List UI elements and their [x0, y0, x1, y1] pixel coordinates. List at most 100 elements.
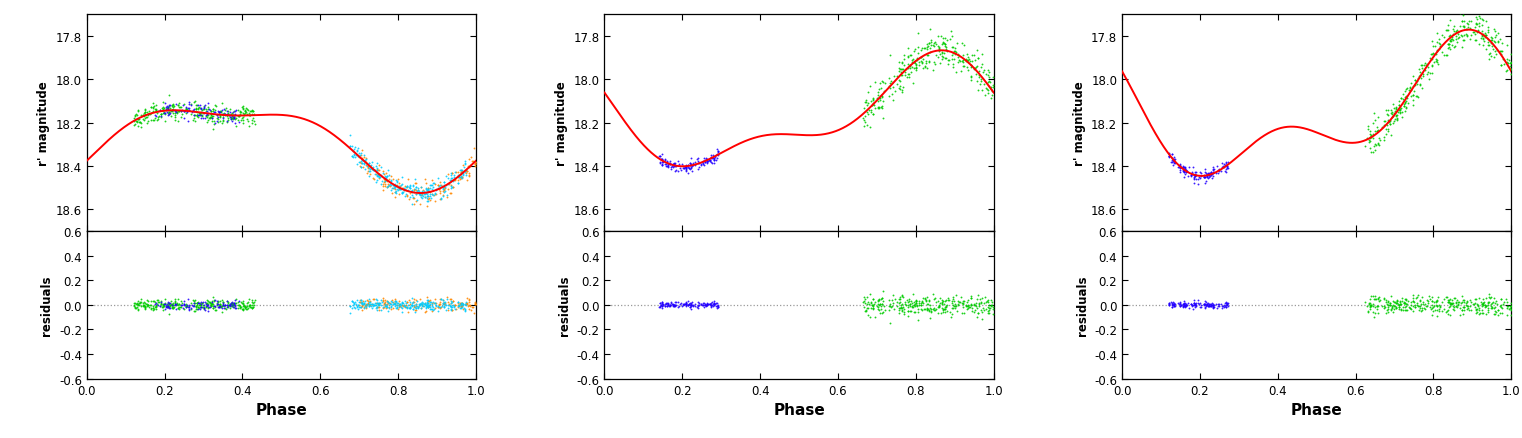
- Point: [1449, 307, 1473, 314]
- Point: [974, 85, 998, 92]
- Point: [174, 106, 198, 113]
- Point: [977, 305, 1001, 312]
- Point: [149, 304, 174, 311]
- Point: [938, 36, 962, 43]
- Point: [1467, 307, 1492, 314]
- Point: [1172, 168, 1196, 175]
- Point: [192, 305, 216, 312]
- Point: [647, 304, 671, 311]
- Point: [1391, 300, 1415, 307]
- Point: [1414, 301, 1438, 308]
- Point: [349, 158, 373, 165]
- Point: [438, 182, 463, 189]
- Point: [1370, 303, 1394, 310]
- Point: [399, 201, 423, 208]
- Point: [887, 296, 912, 303]
- Point: [353, 302, 377, 309]
- Point: [1499, 306, 1522, 313]
- Point: [227, 110, 251, 117]
- Point: [364, 296, 388, 303]
- Point: [868, 302, 892, 309]
- Point: [977, 69, 1001, 76]
- Point: [1192, 172, 1216, 179]
- Point: [230, 300, 254, 307]
- Point: [416, 304, 440, 311]
- Point: [1374, 301, 1399, 308]
- Point: [192, 110, 216, 117]
- Point: [209, 114, 233, 121]
- Point: [956, 54, 980, 61]
- Point: [449, 174, 473, 181]
- Point: [1201, 304, 1225, 311]
- Point: [948, 299, 973, 306]
- Point: [364, 171, 388, 178]
- Point: [674, 300, 699, 307]
- Point: [863, 314, 887, 321]
- Point: [215, 298, 239, 305]
- Point: [352, 159, 376, 166]
- Point: [887, 294, 912, 301]
- Point: [219, 113, 244, 120]
- Point: [154, 107, 178, 114]
- Point: [222, 116, 247, 123]
- Point: [428, 187, 452, 194]
- Point: [1388, 105, 1412, 112]
- Point: [665, 168, 689, 175]
- Point: [1157, 300, 1181, 307]
- Point: [1215, 301, 1239, 308]
- Point: [240, 109, 265, 116]
- Point: [131, 303, 155, 310]
- Point: [677, 166, 702, 173]
- Point: [970, 309, 994, 316]
- Point: [1403, 77, 1428, 84]
- Point: [1485, 301, 1510, 308]
- Point: [233, 108, 257, 115]
- Point: [1374, 307, 1399, 314]
- Point: [945, 297, 970, 304]
- Point: [1409, 62, 1434, 69]
- Point: [935, 304, 959, 311]
- Point: [1376, 119, 1400, 126]
- Point: [1202, 169, 1227, 176]
- Point: [163, 297, 187, 304]
- Point: [694, 302, 718, 309]
- Point: [356, 298, 380, 305]
- Point: [1487, 310, 1511, 317]
- Point: [428, 190, 452, 197]
- Point: [380, 301, 405, 308]
- Point: [1484, 52, 1508, 59]
- Point: [662, 302, 686, 309]
- Point: [134, 303, 158, 310]
- Point: [140, 303, 164, 310]
- Point: [963, 65, 988, 72]
- Point: [1415, 300, 1440, 307]
- Point: [1481, 35, 1505, 42]
- Point: [889, 69, 913, 76]
- Point: [152, 110, 177, 117]
- Point: [1467, 295, 1492, 302]
- Point: [1450, 34, 1475, 41]
- Point: [976, 91, 1000, 98]
- Point: [195, 301, 219, 308]
- Point: [1180, 171, 1204, 178]
- Point: [1402, 74, 1426, 81]
- Point: [901, 302, 925, 309]
- Point: [207, 109, 231, 116]
- Point: [1163, 156, 1187, 163]
- Point: [889, 89, 913, 96]
- Point: [213, 302, 237, 309]
- Point: [416, 196, 440, 203]
- Point: [457, 163, 481, 170]
- Point: [918, 315, 942, 322]
- Point: [1376, 117, 1400, 124]
- Point: [1373, 305, 1397, 312]
- Point: [931, 55, 956, 62]
- Point: [403, 180, 428, 187]
- Point: [399, 188, 423, 195]
- Point: [1412, 60, 1437, 67]
- Point: [951, 297, 976, 304]
- Point: [209, 300, 233, 307]
- Point: [650, 303, 674, 310]
- Point: [215, 305, 239, 312]
- Point: [189, 302, 213, 309]
